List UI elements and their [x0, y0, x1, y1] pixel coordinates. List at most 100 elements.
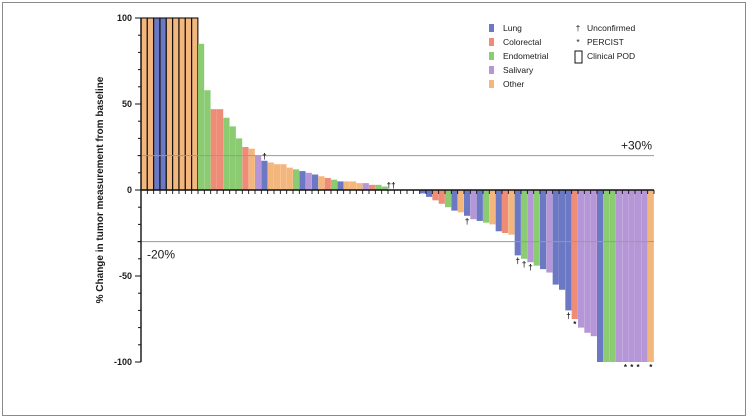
bar-0-other: [140, 17, 148, 191]
bar-34-other: [356, 183, 363, 190]
bar-52-salivary: [470, 190, 477, 220]
bar-58-other: [508, 190, 515, 235]
legend-swatch-colorectal: [489, 38, 494, 46]
bar-65-lung: [552, 190, 559, 285]
bar-8-other: [191, 17, 199, 191]
bar-20-other: [267, 162, 274, 190]
bar-31-lung: [337, 181, 344, 190]
bar-marker-67: †: [566, 311, 570, 320]
bar-2-lung: [153, 17, 161, 191]
bar-35-salivary: [362, 183, 369, 190]
bar-36-colorectal: [369, 184, 376, 190]
bar-29-colorectal: [324, 177, 331, 190]
bar-24-endometrial: [293, 169, 300, 190]
bar-59-lung: [514, 190, 521, 256]
bar-marker-78: *: [637, 363, 641, 372]
legend-label-colorectal: Colorectal: [503, 37, 541, 47]
legend-label-endometrial: Endometrial: [503, 51, 548, 61]
bar-marker-60: †: [522, 260, 526, 269]
bar-marker-76: *: [624, 363, 628, 372]
bar-18-salivary: [255, 155, 262, 190]
y-tick-label: 50: [122, 99, 132, 109]
bar-4-other: [165, 17, 174, 191]
bar-marker-77: *: [630, 363, 634, 372]
bar-marker-51: †: [465, 217, 469, 226]
bar-68-colorectal: [571, 190, 578, 319]
legend-label-lung: Lung: [503, 23, 522, 33]
bar-38-endometrial: [381, 186, 388, 190]
bar-9-endometrial: [198, 43, 205, 190]
bar-30-endometrial: [331, 179, 338, 190]
bar-77-salivary: [628, 190, 635, 362]
bar-17-other: [248, 148, 255, 190]
bar-1-other: [146, 17, 155, 191]
bar-63-lung: [540, 190, 547, 270]
axes-layer: [135, 17, 655, 363]
bar-21-other: [274, 164, 281, 190]
legend-marker-label-2: Clinical POD: [587, 51, 635, 61]
bar-16-colorectal: [242, 147, 249, 190]
bar-62-endometrial: [533, 190, 540, 266]
bar-15-endometrial: [236, 138, 243, 190]
bar-80-other: [647, 190, 654, 362]
legend-swatch-salivary: [489, 66, 494, 74]
bar-11-colorectal: [210, 109, 217, 190]
bar-5-other: [172, 17, 180, 191]
legend-clinical-pod-box-icon: [574, 50, 583, 64]
legend-swatch-other: [489, 80, 494, 88]
bar-46-colorectal: [432, 190, 439, 201]
legend-marker-symbol-0: †: [576, 23, 581, 33]
bar-3-lung: [159, 17, 167, 191]
bar-28-other: [318, 176, 325, 190]
bar-45-lung: [426, 190, 433, 197]
bar-53-lung: [476, 190, 483, 221]
bar-6-other: [178, 17, 186, 191]
bar-74-endometrial: [609, 190, 616, 362]
bar-47-colorectal: [438, 190, 445, 204]
bar-75-salivary: [616, 190, 623, 362]
bar-37-endometrial: [375, 184, 382, 190]
bar-55-other: [489, 190, 496, 225]
bar-48-endometrial: [445, 190, 452, 208]
bar-78-salivary: [635, 190, 642, 362]
y-tick-label: 100: [117, 13, 132, 23]
bar-57-colorectal: [502, 190, 509, 233]
bar-marker-61: †: [528, 263, 532, 272]
bar-79-salivary: [641, 190, 648, 362]
bar-61-salivary: [527, 190, 534, 263]
bar-50-other: [457, 190, 464, 213]
legend-marker-label-1: PERCIST: [587, 37, 624, 47]
bar-22-other: [280, 164, 287, 190]
y-tick-label: 0: [127, 185, 132, 195]
legend-swatch-lung: [489, 24, 494, 32]
bar-26-salivary: [305, 172, 312, 190]
y-axis-title: % Change in tumor measurement from basel…: [95, 76, 106, 303]
legend-swatch-endometrial: [489, 52, 494, 60]
bar-67-lung: [565, 190, 572, 311]
bar-51-lung: [464, 190, 471, 216]
bar-13-endometrial: [223, 117, 230, 190]
bar-25-lung: [299, 171, 306, 190]
legend-marker-symbol-1: *: [576, 37, 580, 47]
bar-14-endometrial: [229, 126, 236, 190]
y-tick-label: -100: [114, 357, 132, 367]
bar-7-other: [184, 17, 193, 191]
bar-marker-39: ††: [387, 181, 396, 190]
bar-56-lung: [495, 190, 502, 232]
reference-line-label-1: -20%: [147, 248, 175, 262]
bar-33-other: [350, 181, 357, 190]
bar-32-other: [343, 181, 350, 190]
bar-76-salivary: [622, 190, 629, 362]
bar-27-lung: [312, 174, 319, 190]
bar-73-endometrial: [603, 190, 610, 362]
bar-10-endometrial: [204, 90, 211, 190]
bar-54-endometrial: [483, 190, 490, 223]
bar-marker-59: †: [516, 256, 520, 265]
bar-64-salivary: [546, 190, 553, 273]
legend-label-salivary: Salivary: [503, 65, 534, 75]
bar-69-salivary: [578, 190, 585, 328]
bar-19-lung: [261, 160, 268, 190]
bar-marker-68: *: [573, 320, 577, 329]
